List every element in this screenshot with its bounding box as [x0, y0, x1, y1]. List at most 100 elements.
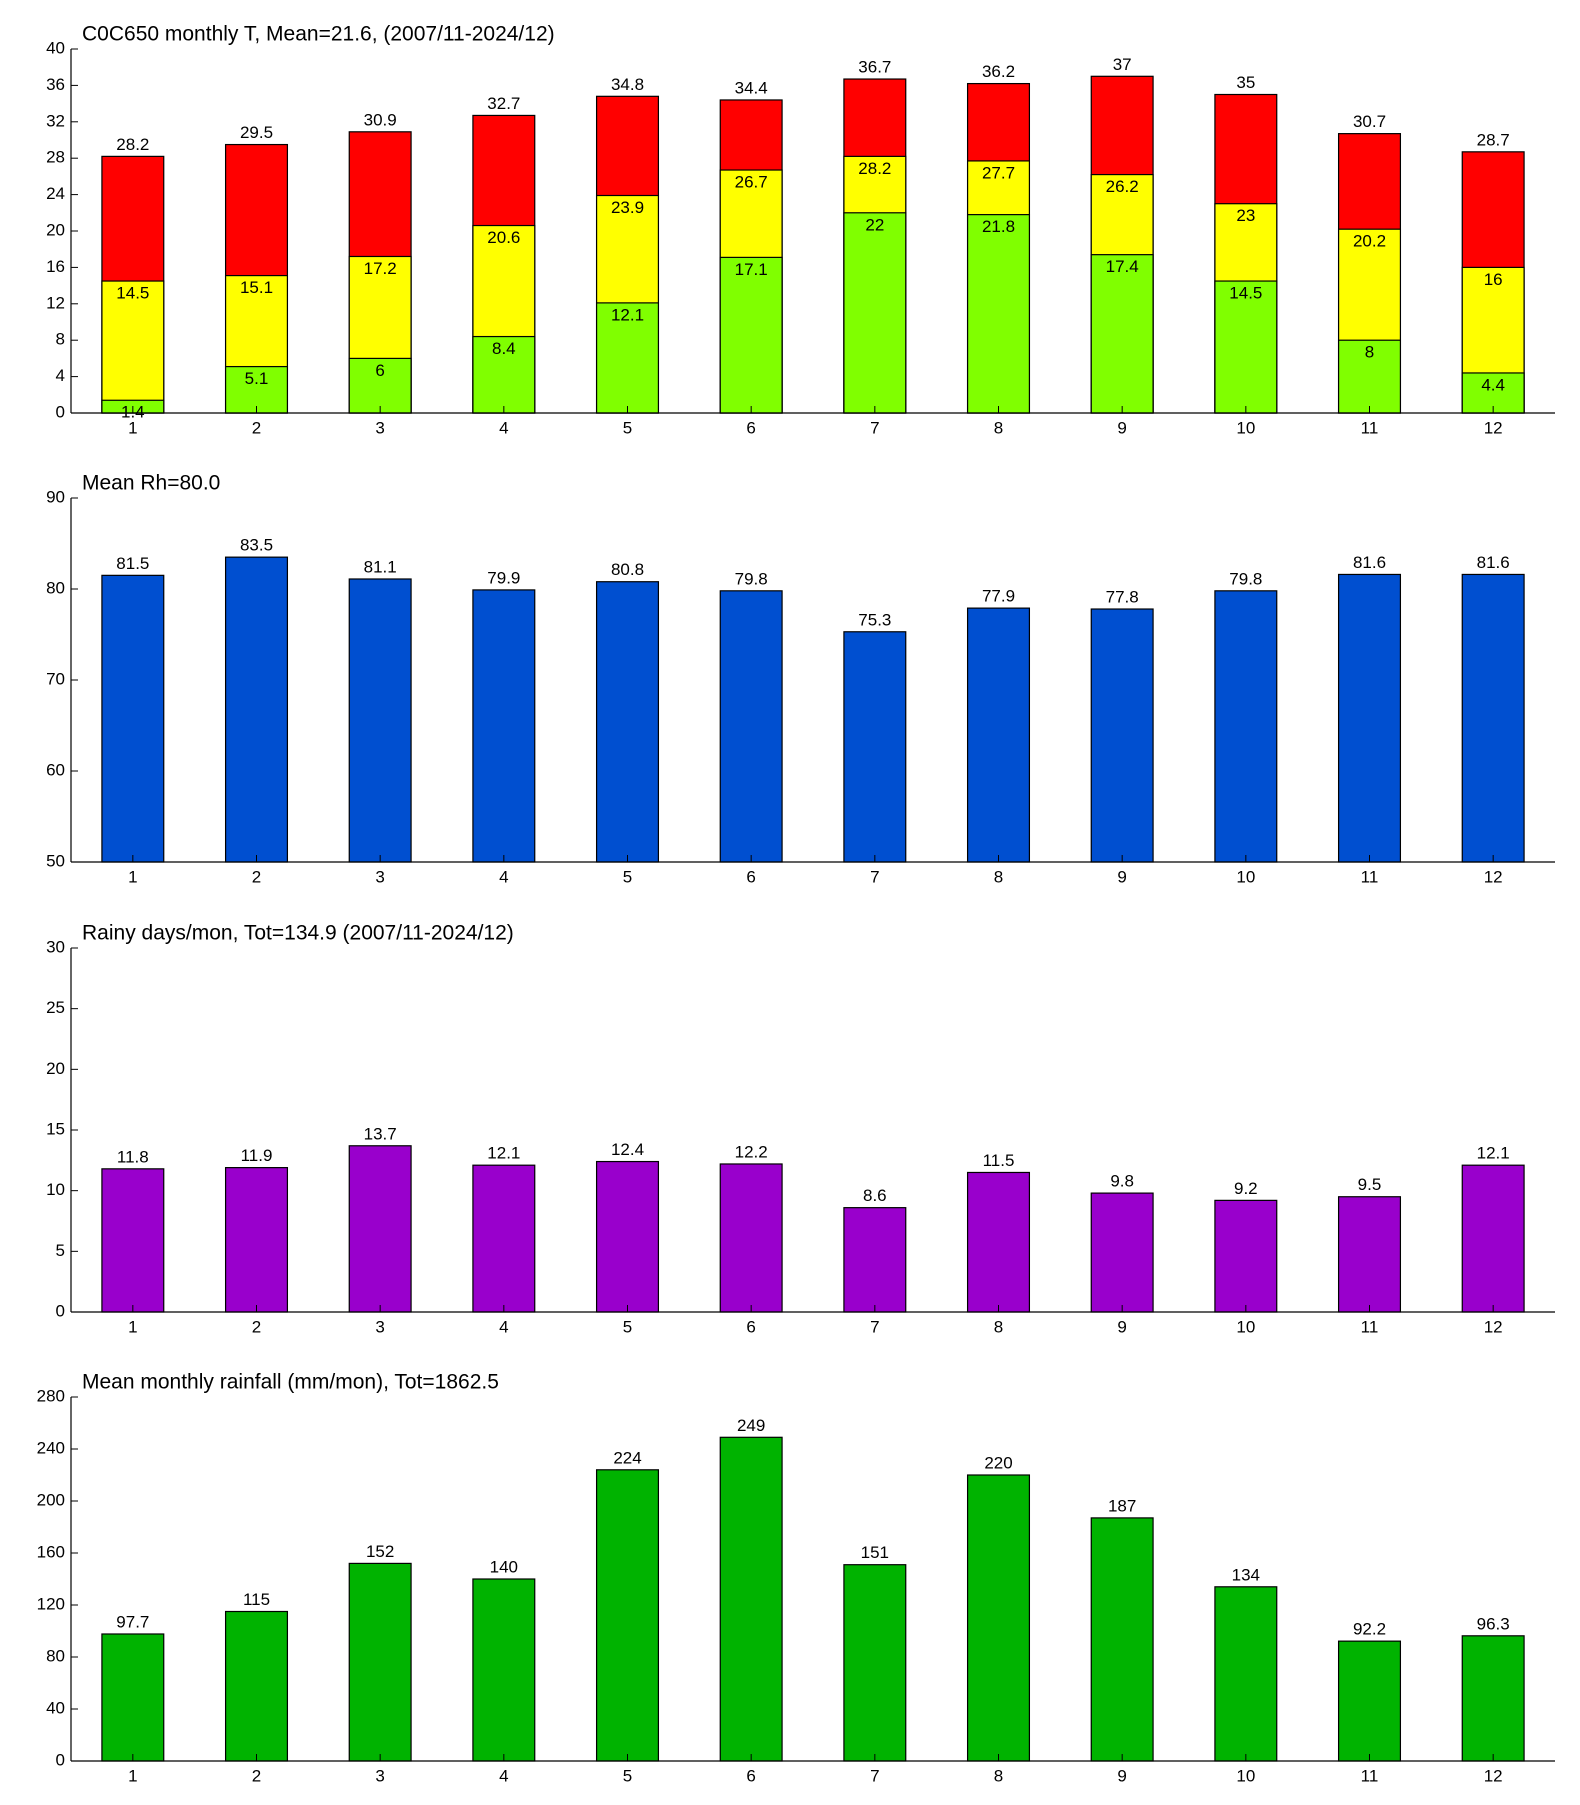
x-tick-label: 4 [499, 1317, 508, 1336]
bar [348, 1145, 412, 1313]
data-label: 8 [1365, 343, 1374, 362]
data-label: 13.7 [364, 1124, 397, 1143]
bar [843, 1207, 907, 1313]
bar [595, 1469, 660, 1762]
y-tick-label: 15 [46, 1119, 65, 1138]
bar [1090, 1192, 1154, 1313]
y-tick-label: 120 [37, 1594, 65, 1613]
data-label: 12.2 [735, 1142, 768, 1161]
x-tick-label: 11 [1361, 867, 1379, 886]
bar [348, 357, 412, 414]
data-label: 5.1 [245, 369, 269, 388]
y-tick-label: 16 [46, 257, 65, 276]
data-label: 140 [490, 1557, 518, 1576]
bar [1214, 590, 1278, 863]
data-label: 9.8 [1110, 1172, 1134, 1191]
data-label: 27.7 [982, 163, 1015, 182]
y-tick-label: 12 [46, 293, 65, 312]
x-tick-label: 10 [1236, 1317, 1255, 1336]
y-tick-label: 0 [56, 1750, 65, 1769]
x-tick-label: 4 [499, 418, 508, 437]
x-tick-label: 6 [746, 418, 755, 437]
data-label: 11.8 [117, 1147, 149, 1166]
data-label: 17.4 [1106, 257, 1139, 276]
y-tick-label: 24 [46, 184, 65, 203]
data-label: 30.9 [364, 110, 397, 129]
y-tick-label: 70 [46, 669, 65, 688]
data-label: 79.9 [487, 568, 520, 587]
bar [101, 280, 165, 414]
data-label: 17.1 [735, 260, 768, 279]
x-tick-label: 7 [870, 867, 879, 886]
bar [595, 1160, 660, 1313]
x-tick-label: 9 [1117, 1766, 1126, 1785]
data-label: 92.2 [1353, 1620, 1386, 1639]
bar [966, 1474, 1031, 1762]
data-label: 20.6 [487, 228, 520, 247]
data-label: 187 [1108, 1496, 1136, 1515]
data-label: 96.3 [1477, 1614, 1510, 1633]
x-tick-label: 9 [1117, 418, 1126, 437]
data-label: 115 [243, 1590, 270, 1609]
data-label: 30.7 [1353, 112, 1386, 131]
data-label: 34.8 [611, 75, 644, 94]
x-tick-label: 1 [128, 1766, 137, 1785]
data-label: 79.8 [1229, 569, 1262, 588]
x-tick-label: 3 [375, 867, 384, 886]
x-tick-label: 2 [252, 867, 261, 886]
data-label: 83.5 [240, 536, 273, 555]
data-label: 151 [861, 1543, 889, 1562]
data-label: 36.7 [858, 58, 891, 77]
bar [348, 1562, 412, 1762]
bar [719, 1163, 783, 1313]
data-label: 28.7 [1477, 130, 1510, 149]
x-tick-label: 1 [128, 867, 137, 886]
y-tick-label: 5 [56, 1241, 65, 1260]
chart-title: Rainy days/mon, Tot=134.9 (2007/11-2024/… [82, 922, 514, 945]
x-tick-label: 11 [1361, 1317, 1379, 1336]
bar [719, 256, 783, 414]
data-label: 134 [1232, 1565, 1260, 1584]
chart-title: Mean monthly rainfall (mm/mon), Tot=1862… [82, 1371, 499, 1394]
bar [1214, 1586, 1278, 1762]
data-label: 14.5 [1229, 284, 1262, 303]
x-tick-label: 1 [128, 418, 137, 437]
y-tick-label: 8 [56, 330, 65, 349]
y-tick-label: 30 [46, 937, 65, 956]
bar [1090, 254, 1154, 414]
bar [966, 214, 1031, 414]
bar [224, 1167, 289, 1313]
bar [595, 302, 660, 414]
bar [472, 1164, 536, 1313]
data-label: 28.2 [116, 135, 149, 154]
x-tick-label: 8 [994, 418, 1003, 437]
data-label: 32.7 [487, 94, 520, 113]
y-tick-label: 80 [46, 578, 65, 597]
data-label: 35 [1236, 73, 1255, 92]
data-label: 81.6 [1477, 553, 1510, 572]
x-tick-label: 12 [1484, 418, 1503, 437]
data-label: 20.2 [1353, 232, 1386, 251]
data-label: 249 [737, 1416, 765, 1435]
data-label: 80.8 [611, 560, 644, 579]
data-label: 26.7 [735, 173, 768, 192]
bar [843, 1564, 907, 1762]
data-label: 8.4 [492, 339, 516, 358]
bar [472, 1578, 536, 1762]
y-tick-label: 28 [46, 148, 65, 167]
y-tick-label: 32 [46, 111, 65, 130]
data-label: 36.2 [982, 62, 1015, 81]
y-tick-label: 20 [46, 1059, 65, 1078]
chart-title: C0C650 monthly T, Mean=21.6, (2007/11-20… [82, 23, 555, 46]
data-label: 28.2 [858, 159, 891, 178]
bar [348, 578, 412, 863]
bar [224, 1610, 289, 1762]
data-label: 81.6 [1353, 553, 1386, 572]
bar [101, 1168, 165, 1313]
data-label: 75.3 [858, 610, 891, 629]
y-tick-label: 0 [56, 402, 65, 421]
bar [1214, 1199, 1278, 1313]
bar [1461, 573, 1525, 863]
bar [843, 212, 907, 414]
